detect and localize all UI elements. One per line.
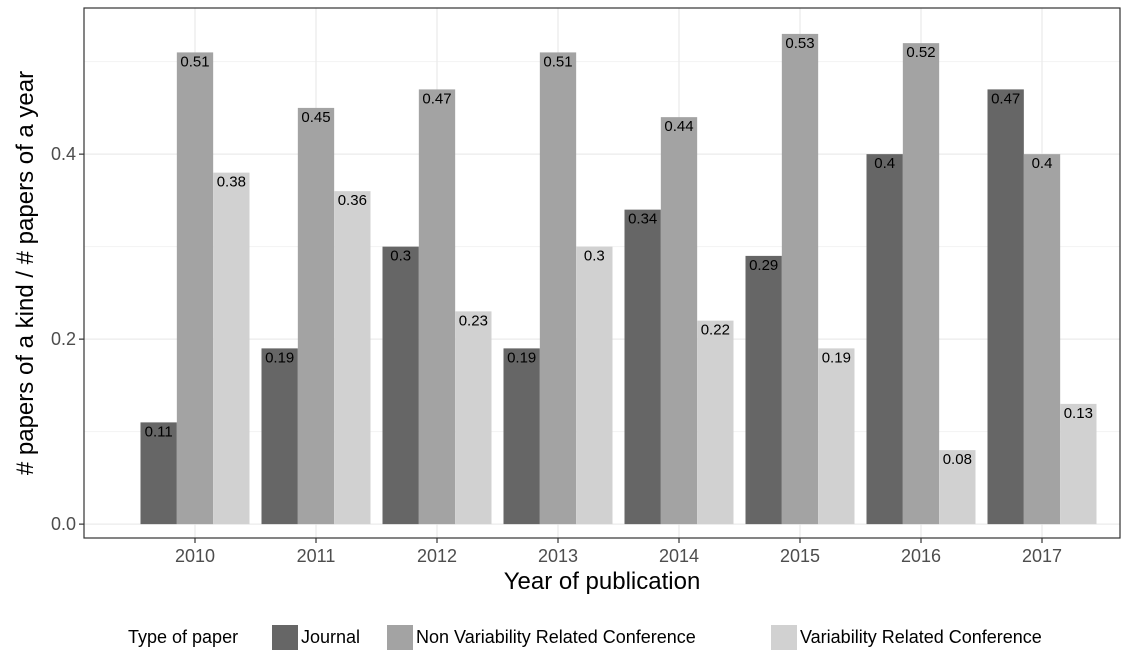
bar <box>697 320 734 525</box>
bar <box>866 154 903 525</box>
legend-label: Non Variability Related Conference <box>416 627 696 647</box>
bar <box>334 191 371 525</box>
bar-value-label: 0.36 <box>338 192 367 209</box>
bar-value-label: 0.19 <box>822 349 851 366</box>
bar-value-label: 0.4 <box>874 155 895 172</box>
bar <box>1023 154 1061 525</box>
bar-value-label: 0.19 <box>265 349 294 366</box>
bar-value-label: 0.44 <box>664 118 693 135</box>
bar-value-label: 0.45 <box>301 109 330 126</box>
bar-value-label: 0.29 <box>749 257 778 274</box>
legend-key <box>771 625 797 650</box>
bar-value-label: 0.3 <box>390 248 411 265</box>
bar <box>261 348 298 525</box>
bar <box>987 89 1024 525</box>
bar <box>382 246 419 525</box>
bar-value-label: 0.53 <box>785 35 814 52</box>
x-tick-label: 2016 <box>901 546 941 566</box>
bar <box>213 172 250 525</box>
x-tick-label: 2015 <box>780 546 820 566</box>
legend-title: Type of paper <box>128 627 238 647</box>
bar <box>902 43 940 525</box>
y-axis: 0.0 0.2 0.4 <box>51 144 84 534</box>
bar-value-label: 0.11 <box>145 423 173 440</box>
bar-value-label: 0.08 <box>943 451 972 468</box>
bar-value-label: 0.4 <box>1032 155 1053 172</box>
bar <box>297 107 335 525</box>
bar-value-label: 0.3 <box>584 248 605 265</box>
bar <box>939 450 976 525</box>
bar <box>539 52 577 525</box>
bar <box>660 117 698 525</box>
bar-value-label: 0.22 <box>701 322 730 339</box>
bar-value-label: 0.23 <box>459 312 488 329</box>
bar <box>176 52 214 525</box>
bar-labels: 0.11 0.19 0.3 0.19 0.34 0.29 0.4 0.47 0.51 0.45 0.… <box>145 35 1093 468</box>
bar-value-label: 0.13 <box>1064 405 1093 422</box>
x-tick-label: 2012 <box>417 546 457 566</box>
bar <box>140 422 177 525</box>
bar-value-label: 0.52 <box>906 44 935 61</box>
bar <box>503 348 540 525</box>
bar-value-label: 0.38 <box>217 174 246 191</box>
bar-value-label: 0.19 <box>507 349 536 366</box>
x-tick-label: 2010 <box>175 546 215 566</box>
panel-border <box>83 7 1121 539</box>
bar-value-label: 0.51 <box>543 53 572 70</box>
y-tick-label: 0.2 <box>51 329 76 349</box>
bar-value-label: 0.47 <box>422 90 451 107</box>
bar-value-label: 0.34 <box>628 211 657 228</box>
legend-label: Journal <box>301 627 360 647</box>
bar <box>781 33 819 525</box>
y-axis-title: # papers of a kind / # papers of a year <box>12 71 39 475</box>
bar <box>418 89 456 525</box>
y-tick-label: 0.4 <box>51 144 76 164</box>
legend-label: Variability Related Conference <box>800 627 1042 647</box>
x-tick-label: 2014 <box>659 546 699 566</box>
x-tick-label: 2017 <box>1022 546 1062 566</box>
bar <box>624 209 661 525</box>
legend-key <box>272 625 298 650</box>
x-axis-title: Year of publication <box>504 568 701 595</box>
bar-value-label: 0.47 <box>991 90 1020 107</box>
x-tick-label: 2013 <box>538 546 578 566</box>
x-tick-label: 2011 <box>297 546 336 566</box>
bar <box>745 255 782 525</box>
legend-key <box>387 625 413 650</box>
bar <box>576 246 613 525</box>
bar <box>1060 403 1097 525</box>
x-axis: 2010 2011 2012 2013 2014 2015 2016 2017 <box>175 538 1062 566</box>
bar <box>818 348 855 525</box>
bar <box>455 311 492 525</box>
legend: Type of paper Journal Non Variability Rel… <box>128 625 1042 650</box>
bar-value-label: 0.51 <box>180 53 209 70</box>
bars <box>140 33 1097 525</box>
y-tick-label: 0.0 <box>51 514 76 534</box>
